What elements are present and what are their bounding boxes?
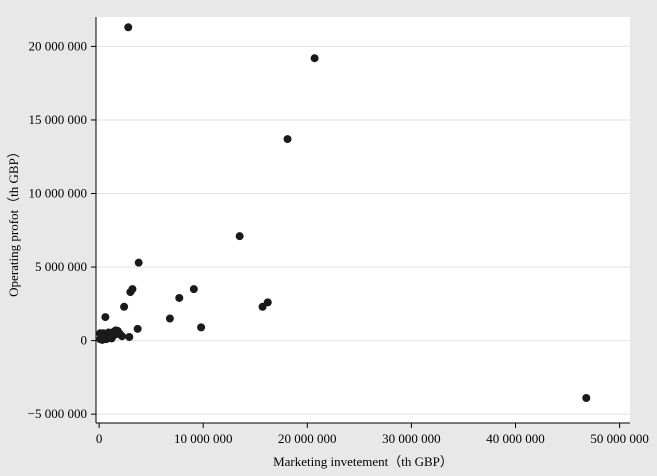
y-tick-label: 15 000 000 [29, 112, 88, 127]
data-point [110, 330, 119, 339]
data-point [235, 232, 244, 241]
data-point [125, 332, 134, 341]
plot-area [96, 17, 630, 423]
x-tick-label: 0 [96, 431, 103, 446]
x-tick-label: 40 000 000 [486, 431, 545, 446]
data-point [101, 313, 110, 322]
data-point [197, 323, 206, 332]
data-point [283, 135, 292, 144]
x-tick-label: 20 000 000 [278, 431, 337, 446]
data-point [310, 54, 319, 63]
y-axis-title: Operating profot（th GBP） [6, 145, 21, 297]
x-axis-title: Marketing invetement（th GBP） [273, 454, 453, 469]
axes [95, 17, 630, 424]
y-tick-label: 20 000 000 [29, 38, 88, 53]
ticks: −5 000 000 0 5 000 000 10 000 000 15 000 000… [28, 38, 649, 446]
data-points [96, 23, 591, 402]
y-tick-label: 0 [81, 333, 88, 348]
y-tick-label: 5 000 000 [35, 259, 87, 274]
y-tick-label: 10 000 000 [29, 186, 88, 201]
data-point [128, 285, 137, 294]
data-point [118, 332, 127, 341]
data-point [124, 23, 133, 32]
x-tick-label: 50 000 000 [590, 431, 649, 446]
x-tick-label: 30 000 000 [382, 431, 441, 446]
data-point [263, 298, 272, 307]
data-point [165, 314, 174, 323]
data-point [133, 324, 142, 333]
data-point [189, 285, 198, 294]
y-tick-label: −5 000 000 [28, 406, 87, 421]
data-point [582, 393, 591, 402]
data-point [120, 302, 129, 311]
grid-lines [96, 45, 630, 415]
data-point [134, 258, 143, 267]
data-point [258, 302, 267, 311]
x-tick-label: 10 000 000 [174, 431, 233, 446]
data-point [175, 293, 184, 302]
